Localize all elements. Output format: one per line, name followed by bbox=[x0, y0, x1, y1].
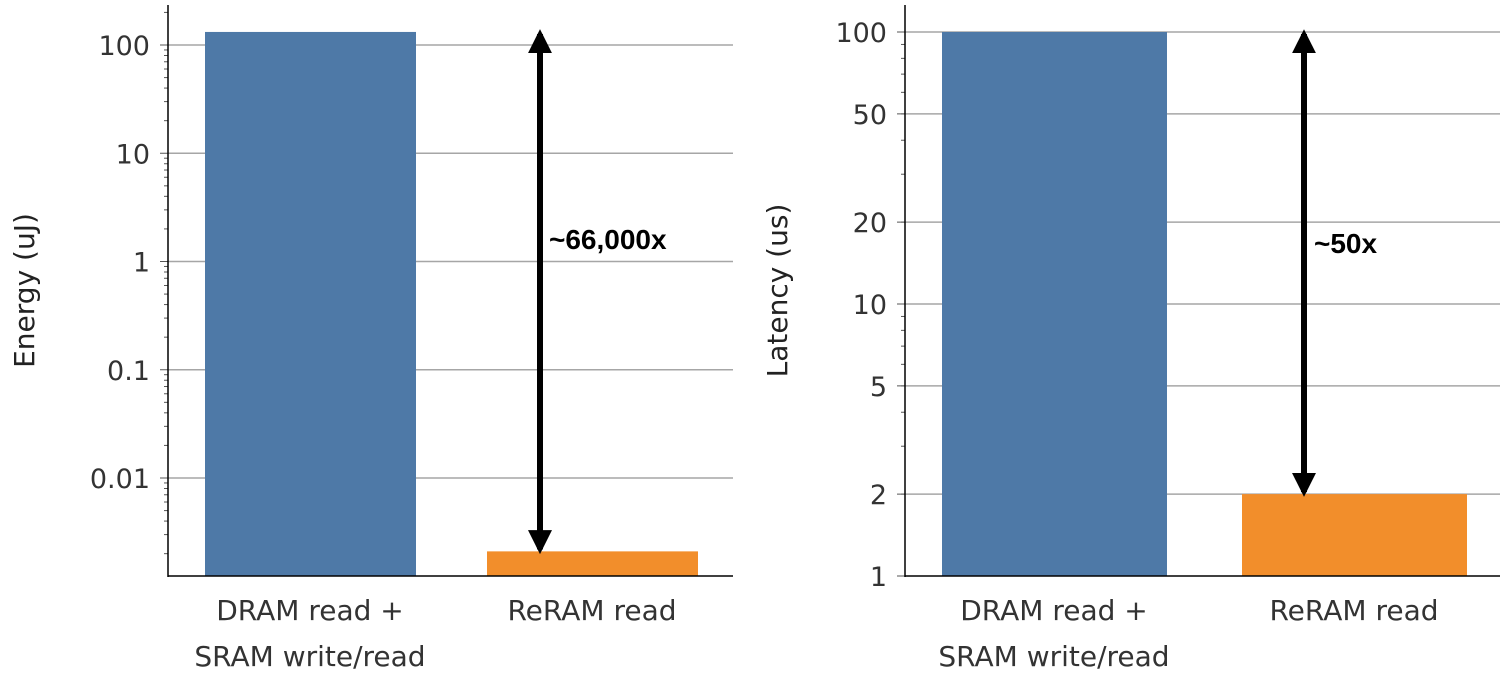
y-axis-title: Energy (uJ) bbox=[8, 213, 41, 368]
y-tick-label: 2 bbox=[870, 480, 887, 511]
y-tick-label: 50 bbox=[853, 100, 887, 131]
y-tick-label: 100 bbox=[835, 18, 887, 49]
x-category-label: DRAM read + bbox=[960, 594, 1148, 627]
y-tick-label: 0.01 bbox=[90, 464, 150, 495]
x-category-label: SRAM write/read bbox=[938, 640, 1169, 673]
bar-reram bbox=[487, 551, 698, 576]
bar-dram-sram bbox=[205, 31, 416, 576]
y-tick-label: 1 bbox=[870, 562, 887, 593]
chart-panel-1: 100 10 1 0.1 0.01 DRAM read + SRAM write/read R… bbox=[8, 5, 733, 673]
y-tick-label: 10 bbox=[853, 290, 887, 321]
chart-panel-2: 100 50 20 10 5 2 1 DRAM read + SRAM write/read Re… bbox=[761, 5, 1500, 673]
x-category-label: ReRAM read bbox=[507, 594, 676, 627]
bar-reram bbox=[1242, 494, 1467, 576]
y-tick-label: 10 bbox=[116, 139, 150, 170]
x-category-label: SRAM write/read bbox=[194, 640, 425, 673]
x-category-label: ReRAM read bbox=[1269, 594, 1438, 627]
y-tick-label: 20 bbox=[853, 208, 887, 239]
y-tick-label: 1 bbox=[133, 248, 150, 279]
y-tick-label: 100 bbox=[98, 31, 150, 62]
y-tick-label: 5 bbox=[870, 372, 887, 403]
ratio-annotation: ~66,000x bbox=[549, 224, 667, 255]
y-tick-label: 0.1 bbox=[107, 356, 150, 387]
y-axis-title: Latency (us) bbox=[761, 204, 794, 378]
ratio-annotation: ~50x bbox=[1314, 228, 1377, 259]
bar-dram-sram bbox=[942, 32, 1167, 576]
x-category-label: DRAM read + bbox=[216, 594, 404, 627]
